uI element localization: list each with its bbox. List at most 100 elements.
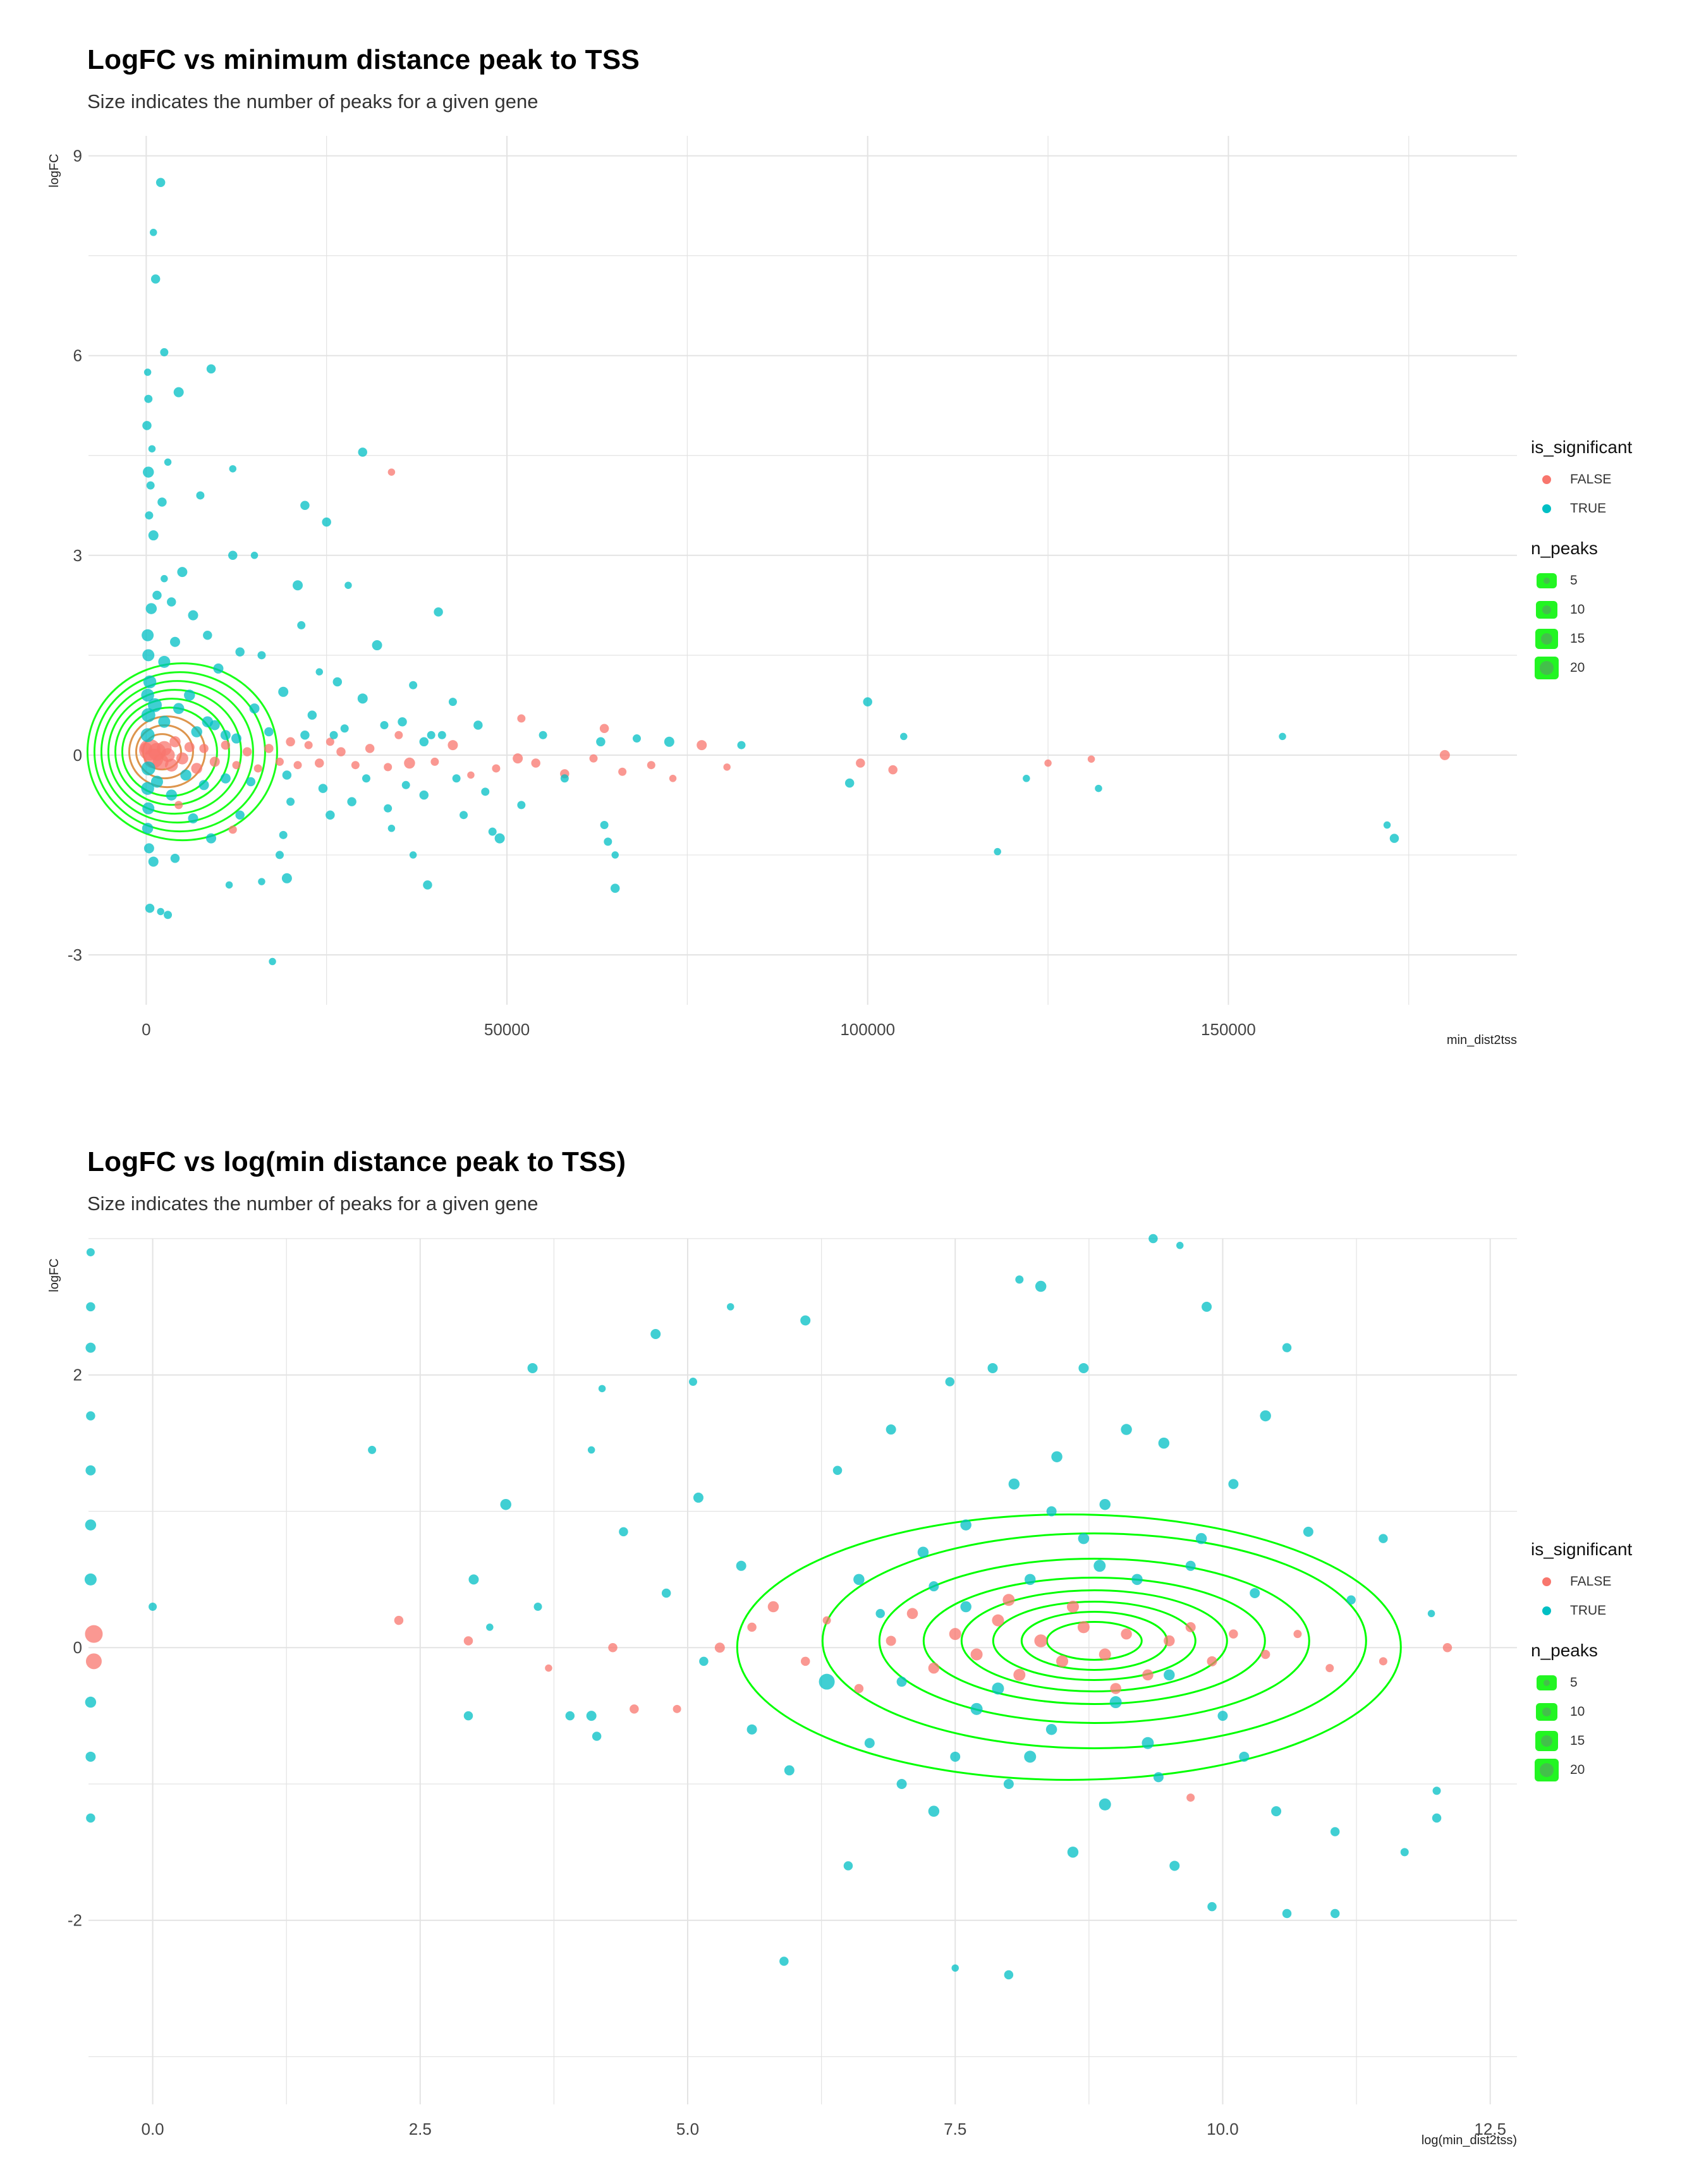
point-false (723, 763, 731, 771)
point-true (1271, 1806, 1282, 1817)
point-false (467, 771, 475, 779)
point-true (448, 698, 457, 707)
point-true (1239, 1751, 1250, 1762)
scatter-plot-2: 0.0 2.5 5.0 7.5 10.0 12.5 -2 0 2 log(min_dist2tss… (47, 1234, 1517, 2147)
point-true (650, 1329, 661, 1340)
point-true (970, 1702, 983, 1715)
point-true (604, 837, 612, 846)
point-true (326, 810, 335, 820)
point-false (599, 724, 609, 733)
x-tick-label: 5.0 (676, 2120, 699, 2138)
point-false (906, 1608, 918, 1620)
point-true (142, 823, 154, 834)
point-true (184, 689, 195, 701)
point-true (141, 761, 155, 775)
contour-line (1045, 1620, 1143, 1661)
point-true (560, 774, 569, 783)
legend-size-label: 15 (1570, 631, 1585, 646)
point-true (257, 651, 266, 660)
point-true (85, 1751, 96, 1762)
point-true (1153, 1772, 1164, 1783)
point-true (157, 907, 164, 916)
point-true (203, 630, 212, 640)
point-false (1013, 1668, 1026, 1681)
point-true (784, 1765, 795, 1776)
point-true (164, 911, 173, 919)
point-true (1099, 1798, 1111, 1811)
point-true (1195, 1532, 1207, 1544)
contour-line (878, 1557, 1310, 1724)
point-false (169, 736, 181, 748)
point-false (673, 1704, 681, 1713)
point-false (430, 757, 439, 766)
density-contours (86, 662, 278, 842)
point-false (199, 744, 209, 753)
point-true (800, 1315, 811, 1326)
point-true (1282, 1343, 1292, 1352)
point-true (86, 1813, 95, 1823)
point-true (611, 851, 619, 859)
point-true (427, 731, 435, 739)
point-true (191, 726, 202, 737)
point-true (347, 797, 356, 806)
legend-swatch-false (1542, 1577, 1551, 1586)
point-true (1004, 1970, 1014, 1980)
point-true (145, 903, 155, 913)
point-true (357, 693, 368, 704)
x-axis-title: log(min_dist2tss) (1422, 2133, 1517, 2147)
point-false (888, 765, 898, 775)
point-true (1131, 1574, 1143, 1586)
point-true (960, 1601, 971, 1613)
chart-title: LogFC vs minimum distance peak to TSS (87, 44, 640, 75)
point-true (844, 778, 855, 788)
contour-line (736, 1513, 1402, 1781)
point-true (170, 853, 180, 863)
point-true (1217, 1711, 1228, 1721)
contour-line (821, 1532, 1367, 1749)
legend-item-true: TRUE (1531, 1596, 1683, 1625)
point-true (155, 178, 166, 188)
point-false (1099, 1648, 1111, 1661)
point-true (148, 445, 156, 452)
point-true (142, 629, 154, 641)
point-true (300, 731, 310, 740)
point-false (191, 763, 202, 774)
point-true (142, 802, 155, 815)
point-true (143, 843, 154, 854)
point-true (951, 1964, 959, 1972)
point-true (992, 1682, 1004, 1695)
point-true (281, 873, 292, 883)
point-true (141, 708, 155, 722)
point-true (896, 1778, 907, 1789)
point-true (1330, 1827, 1340, 1836)
legend-label-true: TRUE (1570, 501, 1607, 516)
legend-size-label: 5 (1570, 573, 1578, 588)
point-true (598, 1385, 606, 1393)
y-tick-label: 6 (73, 346, 82, 365)
point-true (1164, 1669, 1175, 1681)
point-true (693, 1492, 703, 1503)
point-false (264, 744, 274, 753)
point-false (1260, 1649, 1270, 1659)
point-false (669, 775, 677, 782)
point-false (1077, 1621, 1090, 1634)
point-true (592, 1732, 602, 1741)
contour-line (114, 698, 230, 806)
point-true (1142, 1737, 1154, 1749)
y-tick-label: 0 (73, 746, 82, 765)
point-false (315, 758, 324, 768)
point-true (688, 1378, 697, 1386)
point-true (380, 720, 389, 729)
point-true (307, 710, 317, 720)
point-true (152, 590, 162, 600)
point-true (142, 421, 152, 430)
point-true (209, 720, 220, 731)
point-false (387, 468, 396, 476)
x-tick-label: 10.0 (1207, 2120, 1239, 2138)
point-true (235, 647, 245, 657)
point-true (746, 1724, 757, 1735)
contour-line (992, 1600, 1197, 1681)
legend-size-15: 15 (1531, 624, 1683, 653)
legend-size-swatch (1535, 657, 1559, 679)
point-false (1185, 1622, 1196, 1632)
